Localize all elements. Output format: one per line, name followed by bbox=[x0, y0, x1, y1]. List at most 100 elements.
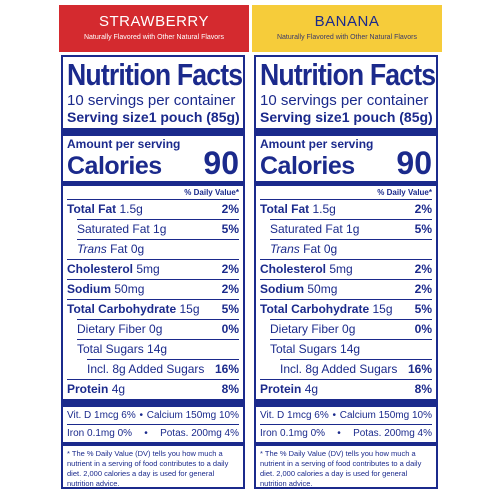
nutrition-facts-label: Nutrition Facts 10 servings per containe… bbox=[61, 55, 245, 489]
strawberry-panel: STRAWBERRY Naturally Flavored with Other… bbox=[59, 5, 249, 493]
medium-divider bbox=[256, 442, 436, 446]
nutrient-label: Trans bbox=[270, 242, 300, 256]
nutrient-label: Total Sugars 14g bbox=[270, 342, 361, 356]
servings-per-container: 10 servings per container bbox=[67, 92, 236, 109]
nutrient-percent: 2% bbox=[414, 262, 432, 276]
amount-per-serving: Amount per serving bbox=[67, 137, 181, 151]
nutrient-amount: 5mg bbox=[329, 262, 353, 276]
nutrient-percent: 5% bbox=[221, 222, 239, 236]
micro-left: Vit. D 1mcg 6% bbox=[260, 410, 329, 421]
calories-label: Calories bbox=[67, 152, 162, 180]
nutrient-label: Protein bbox=[260, 382, 302, 396]
serving-size-row: Serving size 1 pouch (85g) bbox=[260, 109, 433, 126]
trans-fat-row: Trans Fat 0g bbox=[270, 239, 432, 259]
added-sugars-row: Incl. 8g Added Sugars 16% bbox=[280, 359, 432, 379]
nutrient-amount: 15g bbox=[179, 302, 200, 316]
nutrient-percent: 5% bbox=[414, 222, 432, 236]
cholesterol-row: Cholesterol 5mg 2% bbox=[67, 259, 239, 279]
micronutrient-row: Vit. D 1mcg 6% • Calcium 150mg 10% bbox=[67, 407, 239, 424]
nutrient-label: Total Fat bbox=[260, 202, 310, 216]
thick-divider bbox=[256, 399, 436, 407]
sodium-row: Sodium 50mg 2% bbox=[67, 279, 239, 299]
nutrient-amount: Fat 0g bbox=[303, 242, 338, 256]
daily-value-footnote: * The % Daily Value (DV) tells you how m… bbox=[67, 449, 229, 488]
flavor-banner: STRAWBERRY Naturally Flavored with Other… bbox=[59, 5, 249, 52]
cholesterol-row: Cholesterol 5mg 2% bbox=[260, 259, 432, 279]
flavor-name: BANANA bbox=[314, 13, 380, 30]
calories-row: Calories 90 bbox=[67, 145, 239, 181]
protein-row: Protein 4g 8% bbox=[67, 379, 239, 399]
calories-row: Calories 90 bbox=[260, 145, 432, 181]
micronutrient-row: Iron 0.1mg 0% • Potas. 200mg 4% bbox=[67, 424, 239, 442]
serving-size-label: Serving size bbox=[67, 109, 149, 125]
nutrient-percent: 2% bbox=[221, 262, 239, 276]
nutrient-label: Sodium bbox=[67, 282, 111, 296]
nutrient-label: Incl. 8g Added Sugars bbox=[280, 362, 398, 376]
total-fat-row: Total Fat 1.5g 2% bbox=[260, 199, 432, 219]
flavor-note: Naturally Flavored with Other Natural Fl… bbox=[276, 34, 418, 41]
sodium-row: Sodium 50mg 2% bbox=[260, 279, 432, 299]
nutrient-label: Total Carbohydrate bbox=[260, 302, 370, 316]
nutrient-percent: 2% bbox=[414, 282, 432, 296]
daily-value-footnote: * The % Daily Value (DV) tells you how m… bbox=[260, 449, 422, 488]
total-sugars-row: Total Sugars 14g bbox=[270, 339, 432, 359]
nutrient-amount: 4g bbox=[304, 382, 319, 396]
nutrient-percent: 2% bbox=[221, 202, 239, 216]
total-fat-row: Total Fat 1.5g 2% bbox=[67, 199, 239, 219]
daily-value-header: % Daily Value* bbox=[256, 185, 436, 199]
nutrient-amount: 4g bbox=[111, 382, 126, 396]
flavor-name: STRAWBERRY bbox=[98, 13, 209, 30]
serving-size-label: Serving size bbox=[260, 109, 342, 125]
trans-fat-row: Trans Fat 0g bbox=[77, 239, 239, 259]
nutrient-amount: 1.5g bbox=[312, 202, 336, 216]
calories-value: 90 bbox=[203, 145, 239, 181]
micro-right: Potas. 200mg 4% bbox=[353, 428, 432, 439]
protein-row: Protein 4g 8% bbox=[260, 379, 432, 399]
nutrition-facts-label: Nutrition Facts 10 servings per containe… bbox=[254, 55, 438, 489]
micro-separator: • bbox=[144, 428, 148, 439]
micro-separator: • bbox=[337, 428, 341, 439]
medium-divider bbox=[63, 442, 243, 446]
daily-value-header: % Daily Value* bbox=[63, 185, 243, 199]
calories-value: 90 bbox=[396, 145, 432, 181]
nutrient-label: Sodium bbox=[260, 282, 304, 296]
dietary-fiber-row: Dietary Fiber 0g 0% bbox=[77, 319, 239, 339]
micronutrient-row: Iron 0.1mg 0% • Potas. 200mg 4% bbox=[260, 424, 432, 442]
micronutrient-row: Vit. D 1mcg 6% • Calcium 150mg 10% bbox=[260, 407, 432, 424]
nutrient-label: Saturated Fat 1g bbox=[77, 222, 167, 236]
total-sugars-row: Total Sugars 14g bbox=[77, 339, 239, 359]
micro-right: Potas. 200mg 4% bbox=[160, 428, 239, 439]
added-sugars-row: Incl. 8g Added Sugars 16% bbox=[87, 359, 239, 379]
thick-divider bbox=[63, 128, 243, 136]
micro-left: Iron 0.1mg 0% bbox=[260, 428, 326, 439]
dietary-fiber-row: Dietary Fiber 0g 0% bbox=[270, 319, 432, 339]
amount-per-serving: Amount per serving bbox=[260, 137, 374, 151]
serving-size-value: 1 pouch (85g) bbox=[341, 109, 433, 125]
total-carbohydrate-row: Total Carbohydrate 15g 5% bbox=[67, 299, 239, 319]
banana-panel: BANANA Naturally Flavored with Other Nat… bbox=[252, 5, 442, 493]
nutrient-label: Trans bbox=[77, 242, 107, 256]
calories-label: Calories bbox=[260, 152, 355, 180]
nutrient-percent: 2% bbox=[414, 202, 432, 216]
nutrient-amount: 50mg bbox=[114, 282, 145, 296]
nutrient-percent: 5% bbox=[221, 302, 239, 316]
nutrient-label: Total Carbohydrate bbox=[67, 302, 177, 316]
flavor-banner: BANANA Naturally Flavored with Other Nat… bbox=[252, 5, 442, 52]
nutrient-percent: 5% bbox=[414, 302, 432, 316]
nutrient-label: Incl. 8g Added Sugars bbox=[87, 362, 205, 376]
nutrient-percent: 0% bbox=[414, 322, 432, 336]
label-title: Nutrition Facts bbox=[260, 57, 436, 92]
nutrient-label: Dietary Fiber 0g bbox=[270, 322, 356, 336]
nutrient-label: Dietary Fiber 0g bbox=[77, 322, 163, 336]
micro-right: Calcium 150mg 10% bbox=[146, 410, 239, 421]
servings-per-container: 10 servings per container bbox=[260, 92, 429, 109]
nutrient-label: Cholesterol bbox=[67, 262, 134, 276]
nutrient-label: Saturated Fat 1g bbox=[270, 222, 360, 236]
nutrient-percent: 8% bbox=[221, 382, 239, 396]
nutrient-percent: 2% bbox=[221, 282, 239, 296]
serving-size-row: Serving size 1 pouch (85g) bbox=[67, 109, 240, 126]
micro-separator: • bbox=[139, 410, 143, 421]
micro-left: Iron 0.1mg 0% bbox=[67, 428, 133, 439]
nutrient-amount: Fat 0g bbox=[110, 242, 145, 256]
medium-divider bbox=[63, 181, 243, 185]
